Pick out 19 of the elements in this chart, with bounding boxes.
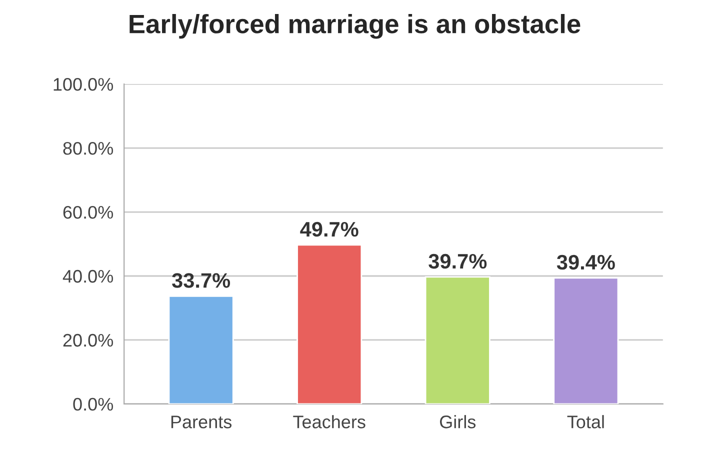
bar [424,276,490,404]
bar [553,277,619,404]
y-tick-label: 0.0% [73,398,114,411]
data-label: 33.7% [172,273,230,288]
data-label: 39.4% [556,254,615,270]
y-tick-label: 20.0% [63,334,114,347]
y-tick-label: 100.0% [54,78,114,91]
data-label: 49.7% [300,222,358,237]
chart-title: Early/forced marriage is an obstacle [130,14,580,39]
x-tick-label: Total [567,415,604,428]
y-tick-label: 80.0% [63,142,114,155]
y-tick-label: 40.0% [62,270,114,283]
bar [296,244,362,404]
bar [168,295,234,404]
x-tick-label: Teachers [293,415,366,428]
data-label: 39.7% [428,254,487,269]
y-tick-label: 60.0% [63,206,114,219]
x-tick-label: Parents [171,416,232,428]
x-tick-label: Girls [440,415,476,428]
